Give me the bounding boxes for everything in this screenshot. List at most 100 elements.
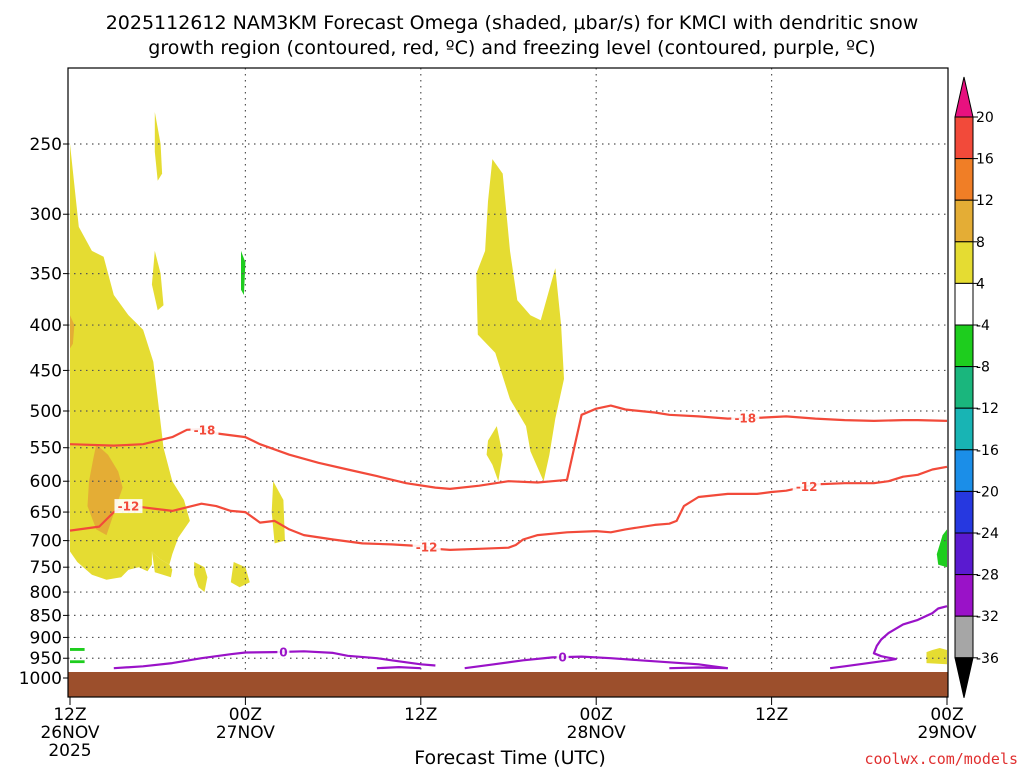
y-tick-label-750: 750	[30, 558, 62, 578]
x-tick-label-36-line2: 28NOV	[567, 723, 626, 743]
x-tick-label-12-line2: 27NOV	[216, 723, 275, 743]
y-tick-label-600: 600	[30, 472, 62, 492]
x-axis-label: Forecast Time (UTC)	[414, 747, 605, 768]
colorbar-label-10: -24	[976, 526, 999, 542]
y-tick-label-300: 300	[30, 205, 62, 225]
colorbar-swatch-5	[954, 282, 974, 326]
y-tick-label-800: 800	[30, 583, 62, 603]
omega-region-15	[936, 529, 947, 568]
x-tick-label-24-line1: 12Z	[404, 705, 437, 725]
colorbar-swatch-11	[954, 532, 974, 576]
omega-region-2	[151, 250, 164, 311]
colorbar-label-11: -28	[976, 568, 999, 584]
x-tick-label-12-line1: 00Z	[229, 705, 262, 725]
contour-freezing-0-label-bg-0	[277, 644, 290, 659]
omega-region-4	[194, 562, 208, 592]
y-tick-label-850: 850	[30, 606, 62, 626]
colorbar-label-9: -20	[976, 484, 999, 500]
omega-region-11	[70, 315, 75, 349]
omega-region-3	[154, 111, 163, 181]
contour-layer: -18 -18 -12 -12 -12 0 0	[69, 404, 948, 670]
omega-region-8	[486, 426, 503, 482]
colorbar-label-0: 20	[976, 110, 994, 126]
colorbar-label-7: -12	[976, 401, 999, 417]
contour-dgz_lower-label-bg-0	[114, 499, 143, 514]
colorbar-swatch-1	[954, 116, 974, 160]
colorbar-swatch-4	[954, 241, 974, 284]
y-tick-label-900: 900	[30, 628, 62, 648]
colorbar-swatch-8	[954, 407, 974, 451]
colorbar-label-6: -8	[976, 360, 990, 376]
colorbar-label-8: -16	[976, 443, 999, 459]
omega-region-1	[151, 551, 173, 578]
contour-freezing-1-label-0: 0	[558, 651, 566, 665]
colorbar-swatch-13	[954, 615, 974, 659]
y-tick-label-400: 400	[30, 316, 62, 336]
y-tick-label-650: 650	[30, 503, 62, 523]
omega-region-5	[230, 562, 250, 588]
y-tick-label-700: 700	[30, 532, 62, 552]
x-tick-label-0-line3: 2025	[48, 741, 91, 761]
y-tick-label-250: 250	[30, 135, 62, 155]
contour-dgz_lower-label-bg-2	[792, 479, 821, 494]
omega-region-7	[476, 159, 564, 482]
colorbar-swatch-2	[954, 158, 974, 201]
x-tick-label-36-line1: 00Z	[580, 705, 613, 725]
omega-region-12	[241, 250, 246, 295]
chart-title-line1: 2025112612 NAM3KM Forecast Omega (shaded…	[106, 12, 919, 34]
contour-freezing-2	[464, 655, 728, 670]
contour-dgz_lower-label-1: -12	[416, 541, 438, 555]
chart-title-line2: growth region (contoured, red, ºC) and f…	[148, 37, 875, 59]
colorbar-swatch-6	[954, 324, 974, 368]
contour-dgz_lower-label-bg-1	[412, 540, 441, 555]
ground-below-surface	[68, 672, 948, 697]
contour-dgz_upper-label-1: -18	[734, 412, 756, 426]
y-tick-label-1000: 1000	[19, 669, 62, 689]
contour-freezing-0-label-0: 0	[279, 645, 287, 659]
contour-dgz_upper-label-bg-0	[190, 422, 219, 437]
y-tick-label-350: 350	[30, 265, 62, 285]
contour-dgz_upper-label-bg-1	[731, 411, 760, 426]
colorbar-label-5: -4	[976, 318, 990, 334]
plot-frame	[67, 67, 949, 698]
contour-freezing-3	[669, 666, 728, 670]
contour-dgz_lower	[69, 465, 948, 551]
x-tick-label-48-line1: 12Z	[755, 705, 788, 725]
colorbar-label-1: 16	[976, 152, 994, 168]
colorbar-bottom-arrow	[954, 657, 974, 698]
colorbar-label-13: -36	[976, 651, 999, 667]
plot-area: -18 -18 -12 -12 -12 0 0	[68, 68, 948, 697]
contour-dgz_upper-label-0: -18	[194, 423, 216, 437]
colorbar-top-arrow	[954, 76, 974, 118]
x-tick-label-0-line2: 26NOV	[40, 723, 99, 743]
colorbar-swatch-12	[954, 574, 974, 617]
colorbar-label-3: 8	[976, 235, 985, 251]
colorbar-swatch-3	[954, 199, 974, 243]
y-tick-label-450: 450	[30, 361, 62, 381]
credit-text: coolwx.com/models	[864, 750, 1018, 768]
contour-freezing-1-label-bg-0	[556, 650, 569, 665]
colorbar: 20 16 12 8 4 -4 -8 -12 -16 -20 -24 -28 -32 -36	[954, 76, 999, 698]
omega-region-9	[926, 648, 947, 665]
y-tick-label-500: 500	[30, 402, 62, 422]
contour-freezing-4	[829, 605, 948, 670]
y-tick-label-950: 950	[30, 649, 62, 669]
omega-region-13	[70, 648, 85, 651]
y-axis: 2503003504004505005506006507007508008509…	[19, 135, 68, 689]
x-tick-label-60-line2: 29NOV	[917, 723, 976, 743]
colorbar-label-12: -32	[976, 609, 999, 625]
colorbar-swatch-9	[954, 449, 974, 492]
colorbar-label-4: 4	[976, 276, 985, 292]
omega-region-14	[70, 660, 85, 664]
colorbar-label-2: 12	[976, 193, 994, 209]
contour-dgz_lower-label-2: -12	[796, 480, 818, 494]
colorbar-swatch-10	[954, 490, 974, 534]
x-tick-label-60-line1: 00Z	[930, 705, 963, 725]
y-tick-label-550: 550	[30, 439, 62, 459]
colorbar-swatch-7	[954, 366, 974, 409]
contour-dgz_lower-label-0: -12	[118, 500, 140, 514]
x-tick-label-0-line1: 12Z	[53, 705, 86, 725]
contour-freezing-1	[376, 666, 421, 670]
